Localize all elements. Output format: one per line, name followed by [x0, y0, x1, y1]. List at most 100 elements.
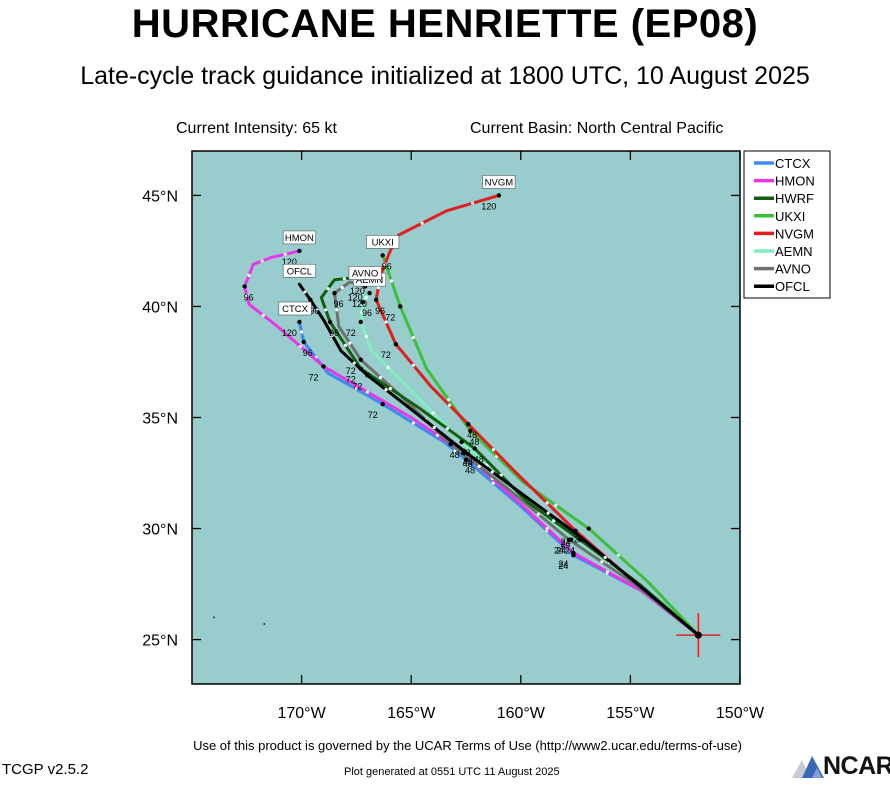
- track-end-label-text: OFCL: [287, 266, 312, 277]
- forecast-hour-label: 48: [450, 450, 460, 460]
- legend-label-ukxi: UKXI: [775, 209, 805, 224]
- track-hmon-tick: [245, 293, 249, 297]
- forecast-hour-dot: [448, 441, 453, 447]
- forecast-hour-dot: [373, 297, 379, 302]
- ncar-logo-text: NCAR: [823, 752, 890, 780]
- ncar-logo-mark-icon: [792, 756, 824, 778]
- track-aemn-tick: [386, 365, 390, 370]
- track-ofcl-tick: [490, 470, 494, 474]
- track-aemn-tick: [364, 334, 368, 339]
- track-nvgm-tick: [491, 448, 495, 452]
- track-end-label: CTCX: [278, 301, 312, 316]
- track-end-label: NVGM: [482, 175, 516, 189]
- track-nvgm-tick: [545, 501, 549, 505]
- page-title: HURRICANE HENRIETTE (EP08): [131, 2, 759, 46]
- forecast-hour-dot: [360, 299, 366, 305]
- track-end-label-text: HMON: [285, 233, 314, 244]
- page-subtitle: Late-cycle track guidance initialized at…: [80, 62, 810, 90]
- forecast-hour-label: 96: [362, 308, 372, 318]
- track-ukxi-tick: [616, 553, 620, 557]
- track-aemn-tick: [431, 411, 435, 415]
- y-tick-label: 45°N: [142, 188, 178, 205]
- track-nvgm-tick: [411, 363, 415, 367]
- track-guidance-map: 170°W 165°W 160°W 155°W 150°W 25°N 30°N 35°N 40°…: [142, 150, 831, 722]
- track-end-label: AVNO: [348, 266, 382, 280]
- track-end-label-text: CTCX: [282, 304, 309, 315]
- forecast-hour-label: 72: [381, 350, 391, 360]
- track-ofcl-tick: [384, 388, 388, 392]
- forecast-hour-dot: [393, 342, 399, 347]
- x-tick-label: 155°W: [606, 705, 655, 722]
- track-ofcl-tick: [303, 290, 307, 294]
- track-ukxi-tick: [446, 398, 451, 402]
- track-ctcx-tick: [411, 421, 415, 425]
- track-end-label-text: UKXI: [372, 237, 394, 248]
- track-aemn-tick: [364, 295, 368, 300]
- forecast-hour-label: 72: [385, 312, 395, 322]
- forecast-hour-dot: [463, 457, 469, 462]
- track-end-label: UKXI: [366, 235, 400, 249]
- y-tick-label: 40°N: [142, 299, 178, 316]
- track-ukxi-tick: [389, 279, 394, 283]
- forecast-hour-label: 24: [558, 559, 568, 569]
- track-avno-tick: [536, 512, 540, 516]
- forecast-hour-dot: [301, 339, 306, 345]
- track-ofcl: [297, 282, 700, 637]
- track-avno-tick: [477, 464, 481, 468]
- track-ctcx-tick: [300, 330, 304, 334]
- track-hwrf-tick: [445, 427, 449, 431]
- x-tick-label: 170°W: [277, 705, 326, 722]
- forecast-hour-dot: [573, 530, 578, 536]
- track-avno-tick: [348, 341, 352, 345]
- track-nvgm-tick: [383, 262, 387, 266]
- legend-label-ofcl: OFCL: [775, 279, 810, 294]
- track-ukxi-tick: [411, 335, 415, 340]
- track-nvgm-tick: [470, 201, 475, 205]
- track-avno-tick: [335, 308, 339, 312]
- track-hmon-tick: [261, 313, 265, 317]
- track-end-label-text: AVNO: [352, 268, 378, 279]
- forecast-hour-label: 72: [346, 375, 356, 385]
- forecast-hour-label: 24: [565, 546, 575, 556]
- track-end-label: HMON: [282, 230, 316, 245]
- legend-label-aemn: AEMN: [775, 244, 813, 259]
- forecast-hour-dot: [380, 253, 385, 258]
- x-tick-label: 160°W: [497, 705, 546, 722]
- track-nvgm-tick: [420, 221, 424, 225]
- forecast-hour-label: 48: [465, 466, 475, 476]
- forecast-hour-dot: [459, 439, 464, 445]
- legend-box: [743, 150, 831, 299]
- track-ukxi-tick: [554, 503, 558, 507]
- forecast-hour-dot: [496, 193, 502, 198]
- forecast-hour-label: 48: [467, 430, 477, 440]
- forecast-hour-label: 72: [346, 328, 356, 338]
- forecast-hour-dot: [242, 284, 247, 289]
- track-ofcl-tick: [546, 511, 550, 515]
- y-tick-label: 35°N: [142, 411, 178, 428]
- forecast-hour-label: 120: [352, 299, 367, 309]
- track-end-label-text: NVGM: [485, 177, 514, 188]
- track-hwrf-tick: [326, 287, 330, 291]
- forecast-hour-dot: [465, 421, 471, 427]
- forecast-hour-dot: [321, 364, 326, 369]
- track-hwrf-tick: [552, 519, 556, 523]
- generated-timestamp: Plot generated at 0551 UTC 11 August 202…: [344, 766, 560, 778]
- track-nvgm-tick: [376, 285, 380, 290]
- forecast-hour-label: 24: [561, 539, 571, 549]
- track-hwrf-tick: [324, 308, 328, 312]
- track-hmon-tick: [260, 259, 264, 263]
- forecast-hour-label: 120: [350, 286, 365, 296]
- track-hwrf-tick: [388, 387, 392, 391]
- axes-layer: 170°W 165°W 160°W 155°W 150°W 25°N 30°N 35°N 40°…: [142, 150, 765, 722]
- track-hmon-tick: [605, 570, 609, 574]
- forecast-hour-dot: [327, 319, 333, 325]
- track-hmon-tick: [283, 252, 287, 256]
- x-tick-label: 165°W: [387, 705, 436, 722]
- forecast-hour-label: 72: [346, 366, 356, 376]
- forecast-hour-label: 120: [348, 292, 363, 302]
- forecast-hour-label: 24: [574, 535, 584, 545]
- track-hmon-tick: [435, 433, 440, 437]
- track-hmon-tick: [545, 526, 549, 531]
- forecast-hour-dot: [398, 304, 403, 309]
- forecast-hour-label: 48: [463, 459, 473, 469]
